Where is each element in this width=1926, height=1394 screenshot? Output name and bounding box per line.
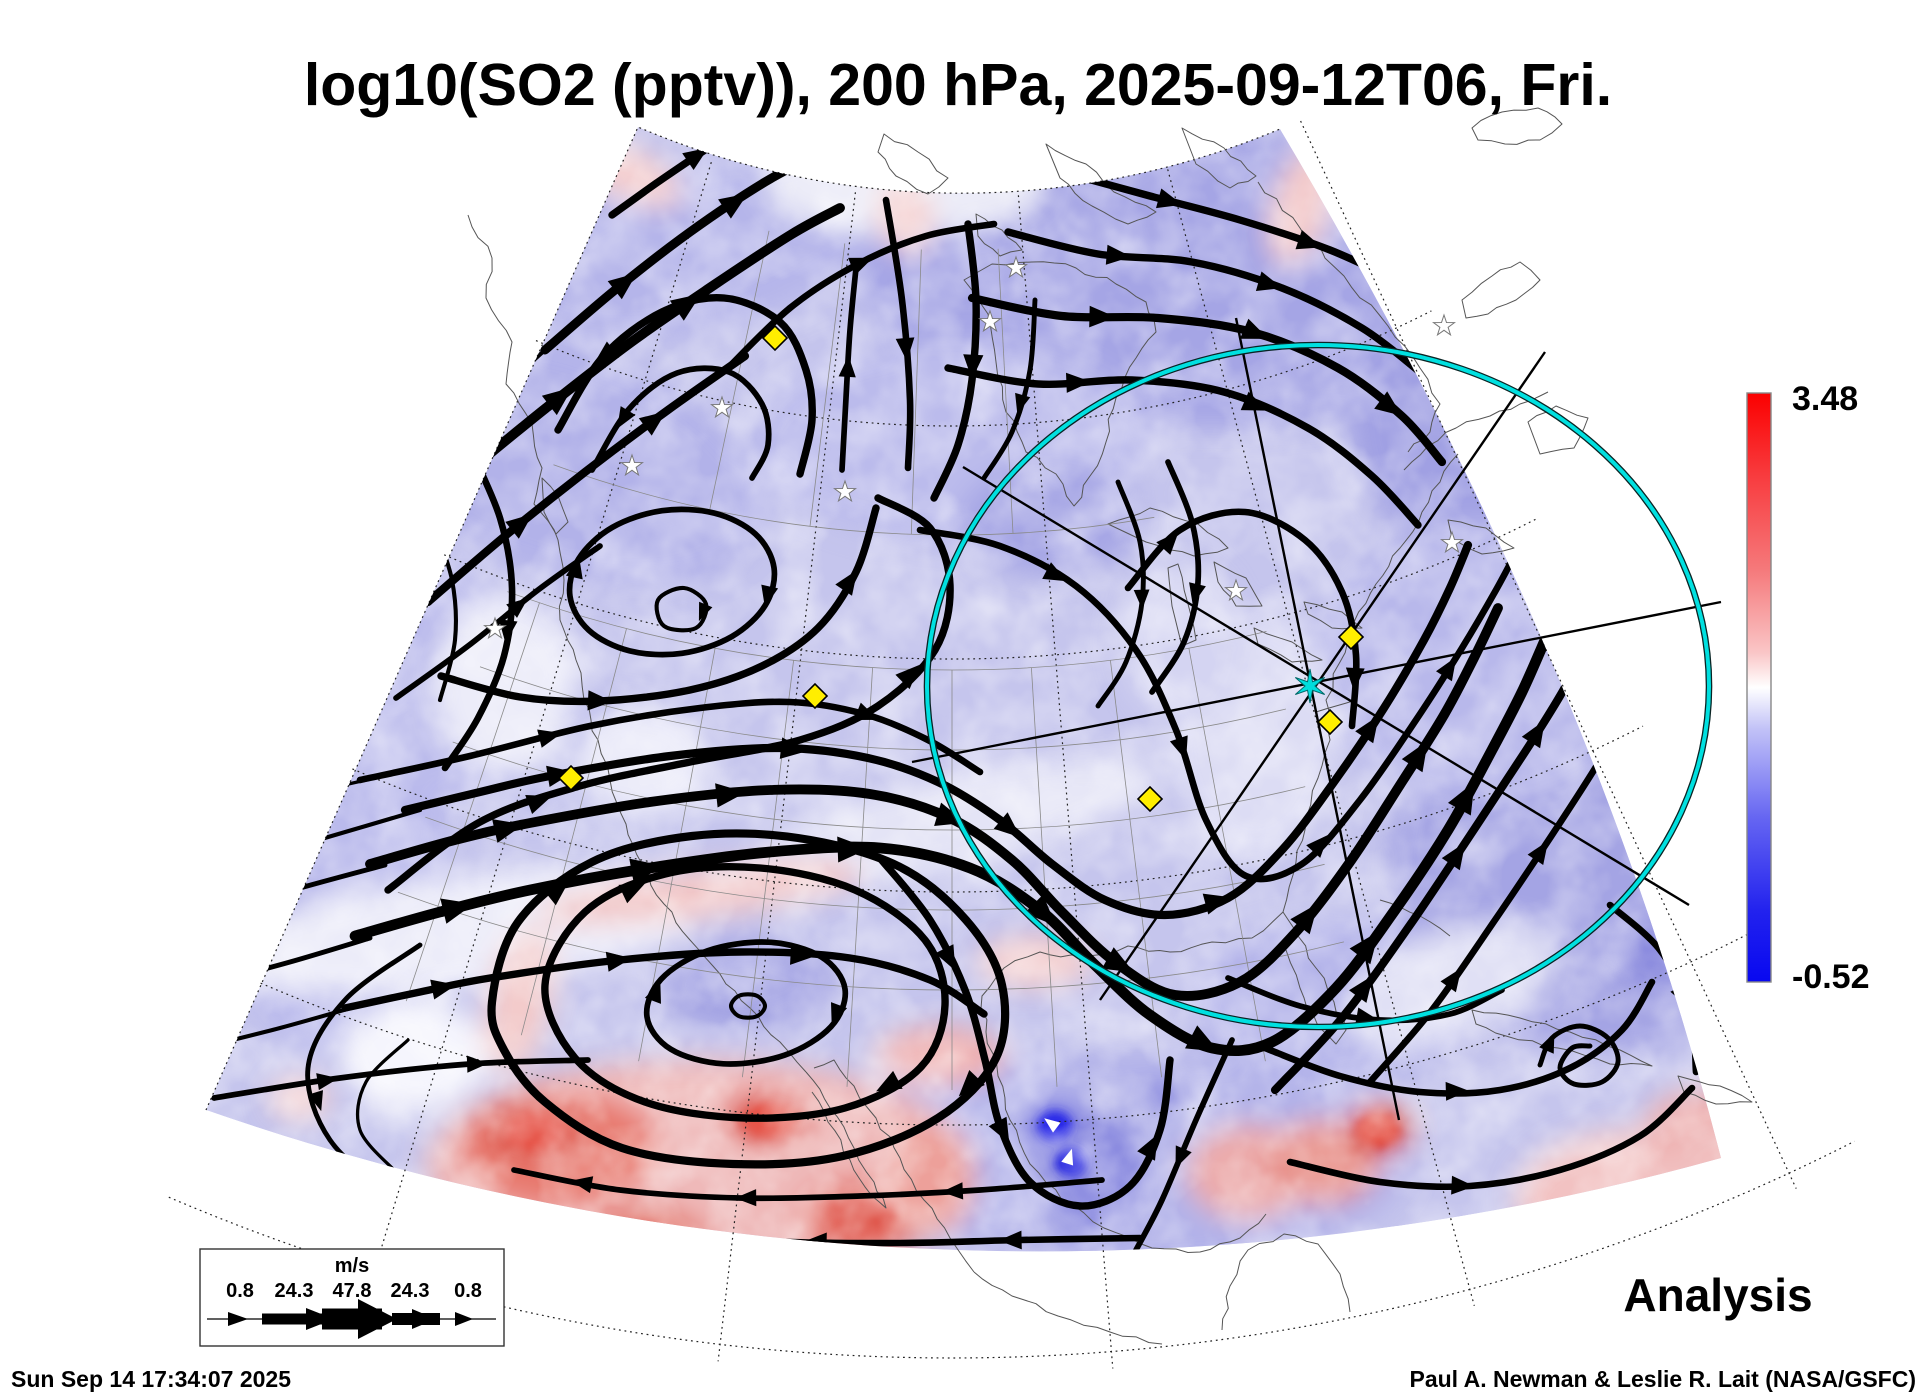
svg-text:Paul A. Newman & Leslie R. Lai: Paul A. Newman & Leslie R. Lait (NASA/GS… bbox=[1409, 1366, 1916, 1392]
svg-text:m/s: m/s bbox=[335, 1255, 369, 1277]
svg-text:Sun Sep 14 17:34:07 2025: Sun Sep 14 17:34:07 2025 bbox=[11, 1366, 291, 1392]
svg-text:log10(SO2 (pptv)), 200 hPa, 20: log10(SO2 (pptv)), 200 hPa, 2025-09-12T0… bbox=[304, 52, 1612, 118]
svg-text:47.8: 47.8 bbox=[333, 1280, 372, 1302]
svg-text:24.3: 24.3 bbox=[275, 1280, 314, 1302]
svg-text:24.3: 24.3 bbox=[391, 1280, 430, 1302]
svg-text:Analysis: Analysis bbox=[1623, 1269, 1812, 1321]
svg-text:3.48: 3.48 bbox=[1792, 380, 1858, 418]
svg-text:-0.52: -0.52 bbox=[1792, 958, 1870, 996]
svg-text:0.8: 0.8 bbox=[454, 1280, 482, 1302]
svg-text:0.8: 0.8 bbox=[226, 1280, 254, 1302]
